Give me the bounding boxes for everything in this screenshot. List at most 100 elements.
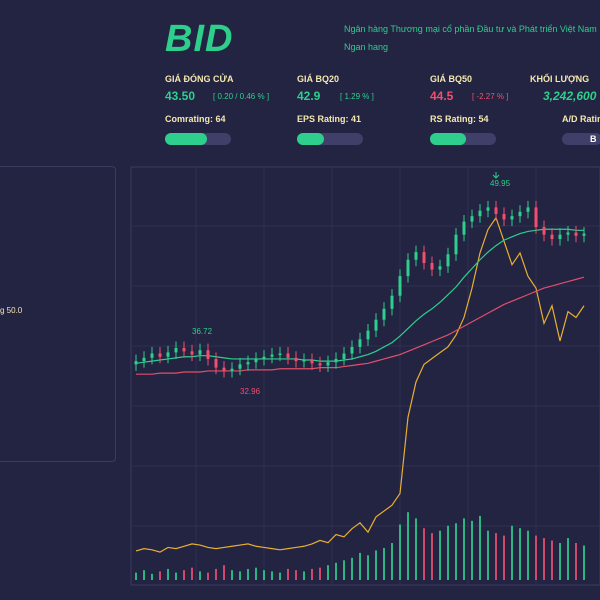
volume-bar (271, 571, 273, 580)
candle-body (270, 354, 274, 357)
candle-body (342, 353, 346, 359)
candle-body (558, 234, 562, 240)
candle-body (214, 358, 218, 368)
candle-body (534, 207, 538, 228)
side-panel (0, 166, 116, 462)
volume-bar (407, 512, 409, 580)
volume-bar (535, 535, 537, 580)
candle-body (542, 227, 546, 235)
volume-bar (327, 565, 329, 580)
volume-bar (543, 538, 545, 580)
candle-body (566, 232, 570, 235)
volume-bar (479, 515, 481, 580)
candle-body (470, 216, 474, 222)
volume-bar (471, 520, 473, 580)
volume-bar (503, 535, 505, 580)
candle-body (158, 353, 162, 357)
volume-bar (183, 570, 185, 580)
candle-body (382, 308, 386, 320)
volume-bar (287, 568, 289, 580)
volume-bar (495, 533, 497, 580)
ma20-line (135, 228, 584, 364)
candle-body (510, 216, 514, 220)
volume-bar (143, 570, 145, 580)
volume-bar (447, 525, 449, 580)
candle-body (142, 357, 146, 362)
company-name: Ngân hàng Thương mại cổ phần Đầu tư và P… (344, 24, 597, 34)
volume-bar (463, 518, 465, 580)
volume-bar (311, 568, 313, 580)
candle-body (502, 213, 506, 220)
rs-rating-bar (430, 133, 496, 145)
volume-label: KHỐI LƯỢNG (530, 74, 590, 84)
rs-rating-label: RS Rating: 54 (430, 114, 489, 124)
volume-bar (247, 568, 249, 580)
volume-bar (223, 565, 225, 580)
close-price-value: 43.50 (165, 89, 196, 103)
candle-body (302, 360, 306, 362)
volume-bar (359, 552, 361, 580)
comrating-bar (165, 133, 231, 145)
volume-bar (335, 562, 337, 580)
candle-body (366, 330, 370, 340)
price-chart[interactable]: 49.95 36.72 32.96 (130, 166, 600, 586)
candle-body (582, 233, 586, 236)
candle-body (262, 356, 266, 359)
rs-rating-bar-fill (430, 133, 466, 145)
candle-body (454, 234, 458, 255)
annotation-high: 49.95 (490, 179, 511, 188)
chart-frame (130, 166, 600, 586)
volume-bar (567, 538, 569, 580)
annotation-low: 32.96 (240, 387, 261, 396)
candle-body (238, 364, 242, 369)
candle-body (230, 368, 234, 371)
candle-body (334, 358, 338, 363)
candle-body (486, 207, 490, 211)
eps-rating-bar (297, 133, 363, 145)
annotation-mid-high: 36.72 (192, 327, 213, 336)
volume-value: 3,242,600 (543, 89, 597, 103)
volume-bar (439, 530, 441, 580)
volume-bar (519, 528, 521, 580)
rs-line (135, 216, 585, 553)
volume-bar (423, 528, 425, 580)
candle-body (398, 276, 402, 296)
candle-body (318, 363, 322, 366)
eps-rating-label: EPS Rating: 41 (297, 114, 362, 124)
volume-bar (487, 530, 489, 580)
volume-bar (279, 572, 281, 580)
ma20-label: GIÁ BQ20 (297, 74, 340, 84)
candle-body (414, 252, 418, 260)
arrow-down-icon (492, 172, 500, 179)
candle-body (254, 358, 258, 363)
volume-bar (295, 570, 297, 580)
candle-body (574, 232, 578, 236)
volume-bar (231, 570, 233, 580)
candle-body (438, 266, 442, 270)
ma50-value: 44.5 (430, 89, 454, 103)
volume-bar (159, 571, 161, 580)
candle-body (526, 207, 530, 212)
price-chart-svg: 49.95 36.72 32.96 (130, 166, 600, 586)
volume-bar (151, 573, 153, 580)
ad-rating-badge: B (562, 133, 600, 145)
volume-bar (583, 545, 585, 580)
volume-bar (383, 547, 385, 580)
volume-bar (431, 533, 433, 580)
volume-bar (415, 518, 417, 580)
ticker-symbol: BID (165, 18, 234, 60)
candle-body (198, 350, 202, 355)
volume-bar (527, 530, 529, 580)
candle-body (326, 362, 330, 366)
candle-body (190, 351, 194, 355)
ma50-change: [ -2.27 % ] (472, 92, 509, 101)
ad-rating-label: A/D Rating (562, 114, 600, 124)
industry-name: Ngan hang (344, 42, 389, 52)
candle-body (350, 346, 354, 354)
volume-bar (399, 524, 401, 580)
close-price-change: [ 0.20 / 0.46 % ] (213, 92, 270, 101)
candle-body (310, 360, 314, 364)
candle-body (182, 348, 186, 352)
candle-body (174, 348, 178, 353)
candle-body (278, 353, 282, 355)
